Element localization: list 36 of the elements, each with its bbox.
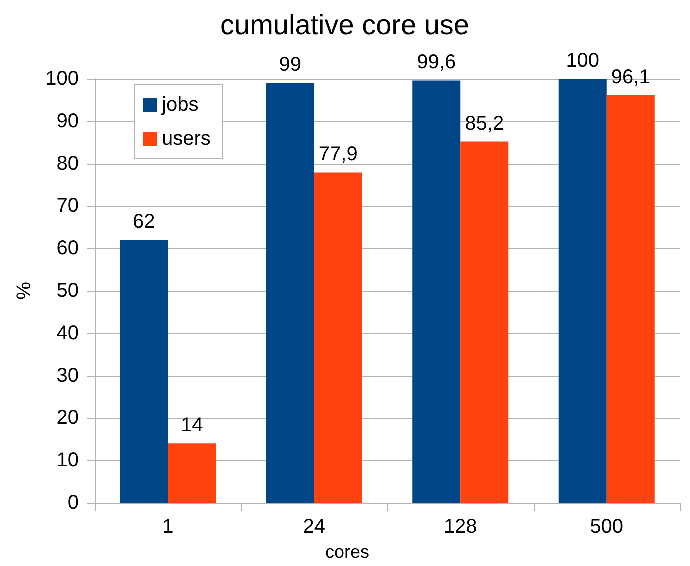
bar (412, 80, 461, 503)
data-label: 85,2 (465, 112, 504, 135)
x-tick-label: 1 (162, 516, 174, 538)
bar (168, 444, 216, 503)
bar (314, 172, 362, 503)
bar (266, 83, 314, 503)
x-tick-label: 128 (444, 516, 478, 538)
data-label: 99 (279, 54, 302, 76)
y-tick-label: 80 (56, 152, 79, 175)
y-tick-label: 90 (56, 110, 79, 132)
legend-label: jobs (161, 94, 199, 116)
y-axis-title: % (14, 282, 36, 300)
bar (120, 240, 168, 503)
bar (606, 96, 655, 503)
y-tick-label: 40 (56, 322, 79, 344)
y-tick-label: 0 (68, 492, 79, 514)
x-tick-label: 500 (590, 516, 624, 538)
y-tick-label: 60 (56, 238, 79, 260)
data-label: 100 (566, 50, 600, 72)
y-tick-label: 70 (56, 195, 79, 218)
bar (558, 79, 607, 503)
y-tick-label: 30 (56, 364, 79, 387)
data-label: 77,9 (318, 144, 358, 166)
data-label: 62 (133, 211, 156, 234)
y-tick-label: 100 (46, 68, 79, 90)
y-tick-label: 20 (56, 407, 79, 430)
legend-label: users (162, 128, 211, 150)
data-label: 99,6 (417, 52, 456, 74)
chart-title: cumulative core use (220, 10, 470, 40)
bar (460, 142, 509, 503)
data-label: 14 (181, 414, 204, 437)
y-tick-label: 50 (56, 280, 79, 302)
data-label: 96,1 (611, 66, 650, 89)
y-tick-label: 10 (56, 450, 79, 472)
x-axis-title: cores (325, 542, 370, 562)
x-tick-label: 24 (303, 516, 326, 538)
